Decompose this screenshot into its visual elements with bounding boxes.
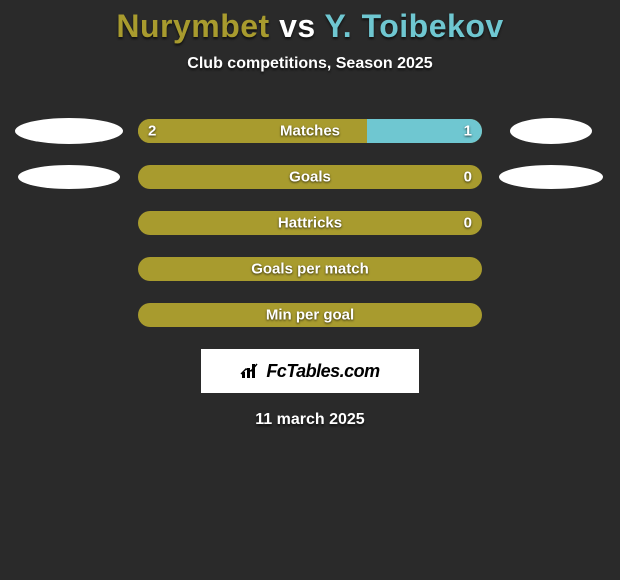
stat-value-right: 0	[464, 215, 472, 232]
stat-row: Matches 2 1	[0, 119, 620, 143]
chart-icon	[240, 362, 262, 380]
stat-label: Goals per match	[251, 261, 369, 278]
player1-avatar-small	[18, 165, 120, 189]
stat-label: Goals	[289, 169, 331, 186]
stat-label: Min per goal	[266, 307, 354, 324]
title-player1: Nurymbet	[116, 8, 269, 44]
stat-value-left: 2	[148, 123, 156, 140]
stat-value-right: 1	[464, 123, 472, 140]
stat-row: Min per goal	[0, 303, 620, 327]
stat-label: Hattricks	[278, 215, 342, 232]
stat-row: Goals per match	[0, 257, 620, 281]
stat-row: Goals 0	[0, 165, 620, 189]
comparison-chart: Matches 2 1 Goals 0 Hattricks 0 Goals per match…	[0, 119, 620, 327]
stat-bar: Goals per match	[138, 257, 482, 281]
stat-bar: Min per goal	[138, 303, 482, 327]
stat-value-right: 0	[464, 169, 472, 186]
avatar-slot-left	[0, 165, 138, 189]
player2-avatar-small	[499, 165, 603, 189]
avatar-slot-left	[0, 118, 138, 144]
brand-logo: FcTables.com	[201, 349, 419, 393]
date-label: 11 march 2025	[0, 411, 620, 429]
player2-avatar	[510, 118, 592, 144]
title-vs: vs	[270, 8, 325, 44]
avatar-slot-right	[482, 118, 620, 144]
avatar-slot-right	[482, 165, 620, 189]
player1-avatar	[15, 118, 123, 144]
page-title: Nurymbet vs Y. Toibekov	[0, 0, 620, 45]
subtitle: Club competitions, Season 2025	[0, 55, 620, 73]
stat-bar: Matches 2 1	[138, 119, 482, 143]
stat-label: Matches	[280, 123, 340, 140]
stat-row: Hattricks 0	[0, 211, 620, 235]
title-player2: Y. Toibekov	[324, 8, 503, 44]
stat-bar: Hattricks 0	[138, 211, 482, 235]
brand-name: FcTables.com	[266, 361, 379, 382]
stat-bar: Goals 0	[138, 165, 482, 189]
